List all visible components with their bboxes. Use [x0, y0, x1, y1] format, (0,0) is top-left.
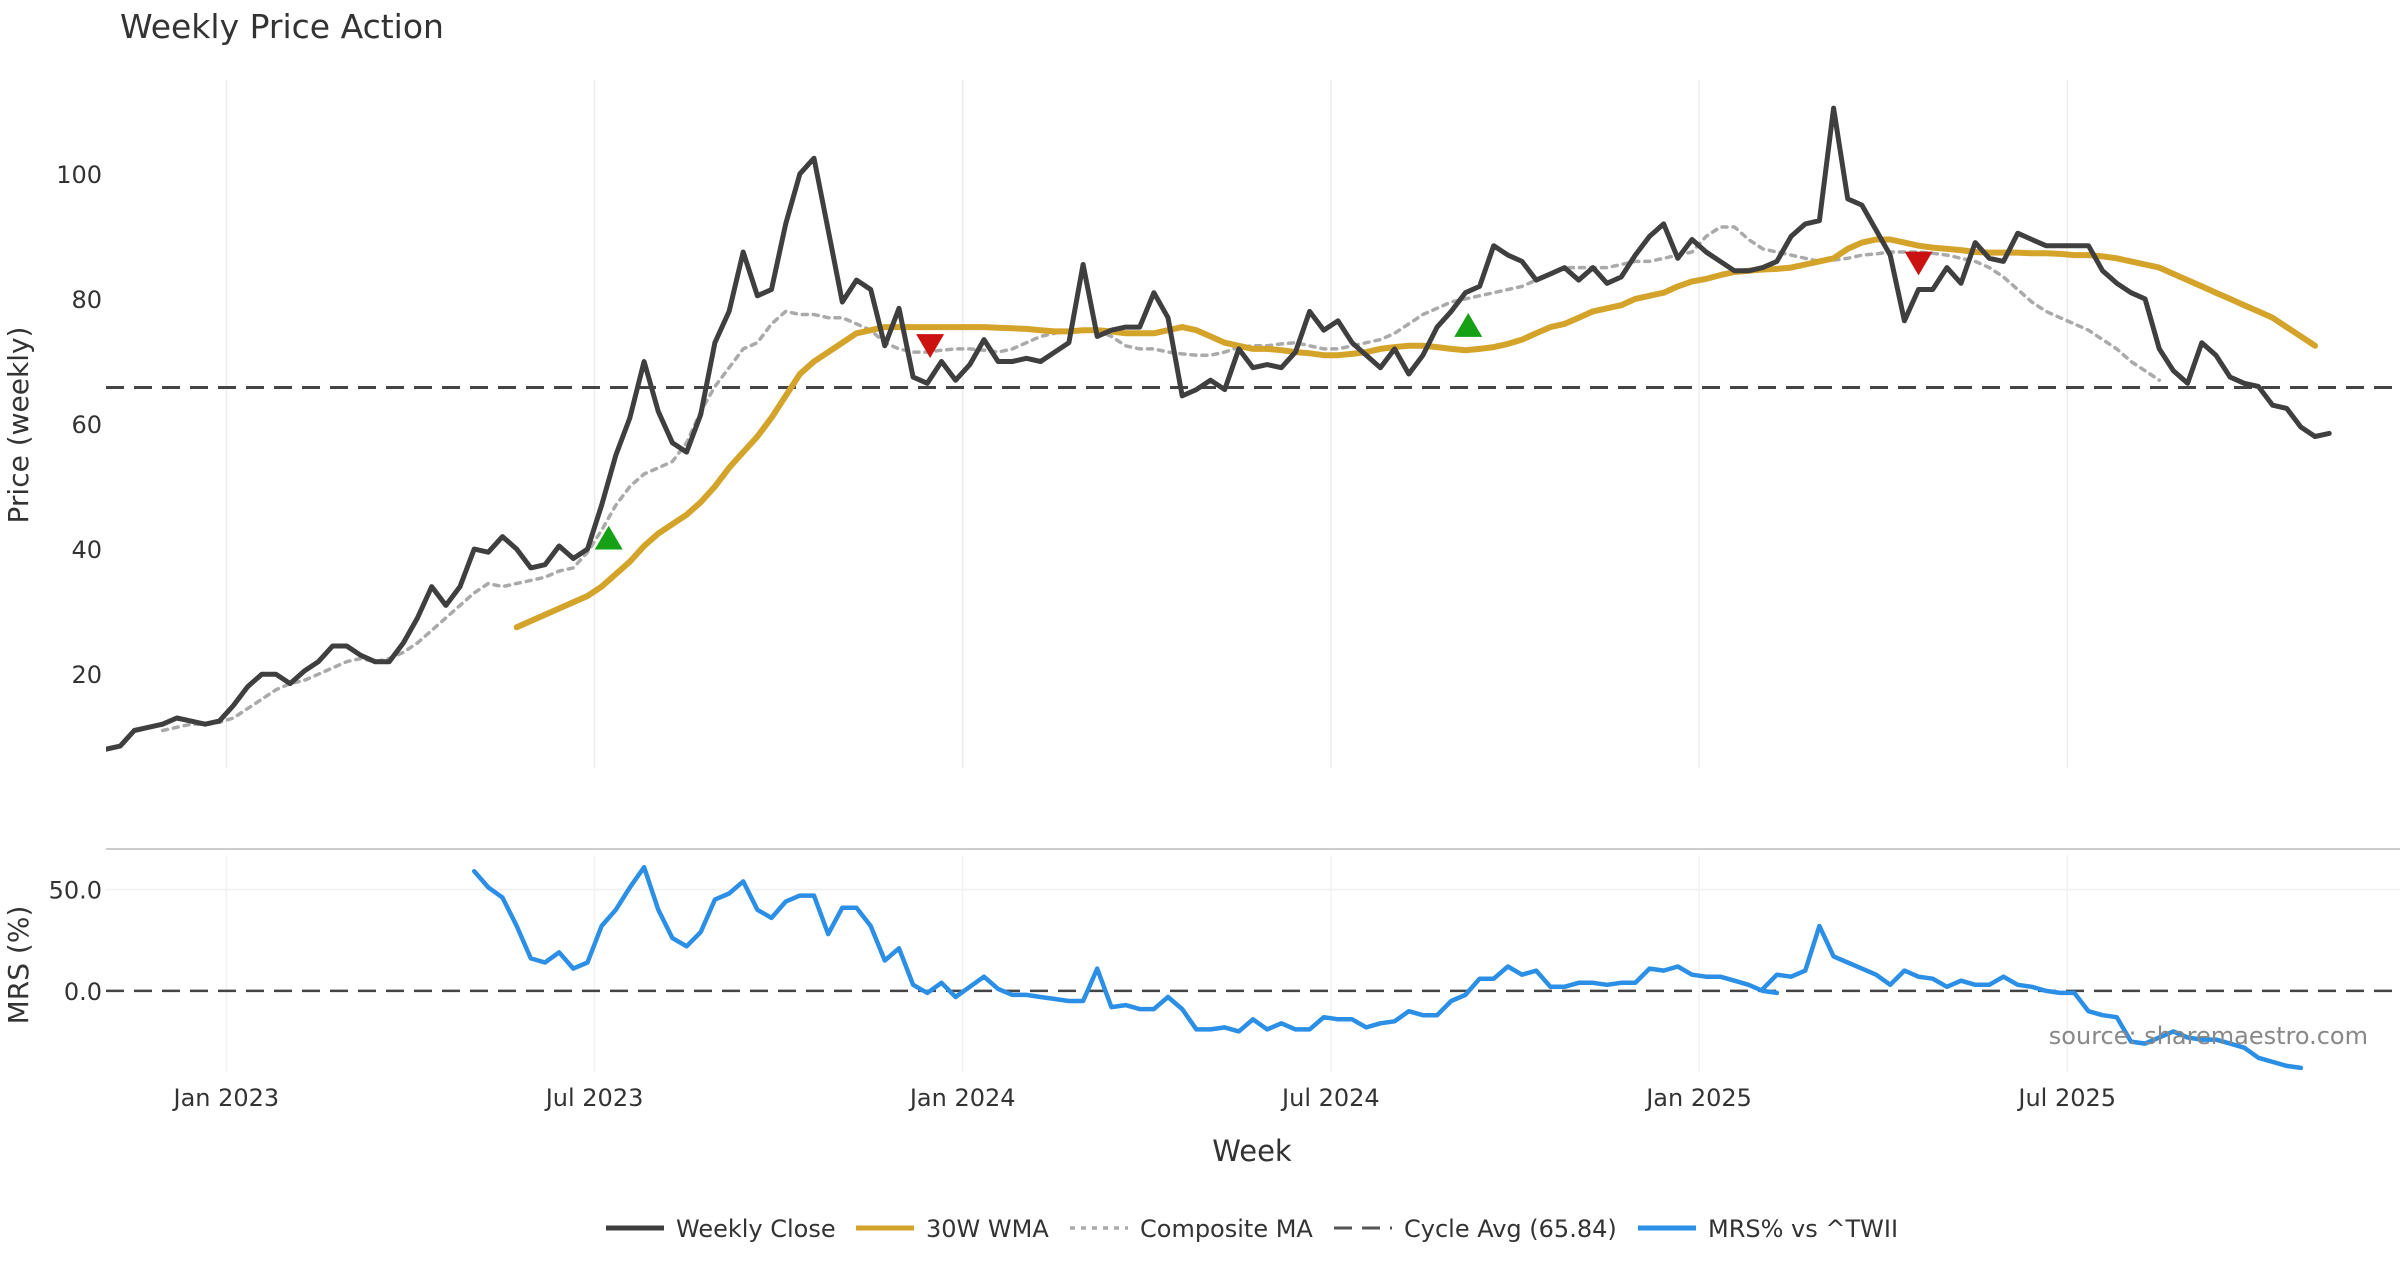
x-tick-label: Jan 2023 — [172, 1084, 280, 1112]
price-y-tick-label: 40 — [71, 536, 102, 564]
legend-label: Cycle Avg (65.84) — [1404, 1215, 1617, 1243]
buy-signal-marker — [594, 525, 623, 550]
price-y-axis-label: Price (weekly) — [2, 327, 35, 524]
legend: Weekly Close 30W WMA Composite MA Cycle Avg… — [606, 1215, 1898, 1243]
mrs-line — [471, 864, 1780, 1034]
watermark-text: source: sharemaestro.com — [2049, 1022, 2368, 1050]
mrs-y-ticks: 0.0 50.0 — [49, 876, 102, 1005]
buy-signal-marker — [1454, 313, 1483, 337]
price-series — [106, 105, 2332, 752]
x-tick-label: Jul 2025 — [2016, 1084, 2116, 1112]
x-tick-label: Jul 2024 — [1280, 1084, 1380, 1112]
mrs-y-tick-label: 50.0 — [49, 876, 102, 904]
mrs-y-axis-label: MRS (%) — [2, 906, 35, 1025]
price-y-tick-label: 60 — [71, 411, 102, 439]
x-tick-labels: Jan 2023 Jul 2023 Jan 2024 Jul 2024 Jan 2025… — [172, 1084, 2117, 1112]
x-tick-label: Jul 2023 — [544, 1084, 644, 1112]
legend-label: Weekly Close — [676, 1215, 836, 1243]
chart-title: Weekly Price Action — [120, 7, 444, 46]
x-tick-label: Jan 2024 — [908, 1084, 1016, 1112]
price-grid — [225, 80, 2068, 768]
mrs-series — [471, 864, 2304, 1071]
mrs-y-tick-label: 0.0 — [64, 978, 102, 1006]
legend-label: MRS% vs ^TWII — [1708, 1215, 1898, 1243]
mrs-line — [1760, 923, 2304, 1071]
signal-markers — [594, 251, 1933, 550]
price-y-tick-label: 20 — [71, 661, 102, 689]
wma-30w-line — [513, 236, 2318, 631]
x-axis-label: Week — [1212, 1134, 1292, 1168]
price-y-ticks: 20 40 60 80 100 — [56, 161, 102, 689]
sell-signal-marker — [916, 334, 945, 358]
weekly-close-line — [106, 105, 2332, 752]
legend-label: 30W WMA — [926, 1215, 1049, 1243]
sell-signal-marker — [1904, 251, 1933, 276]
price-y-tick-label: 100 — [56, 161, 102, 189]
price-y-tick-label: 80 — [71, 286, 102, 314]
x-tick-label: Jan 2025 — [1644, 1084, 1752, 1112]
legend-label: Composite MA — [1140, 1215, 1313, 1243]
